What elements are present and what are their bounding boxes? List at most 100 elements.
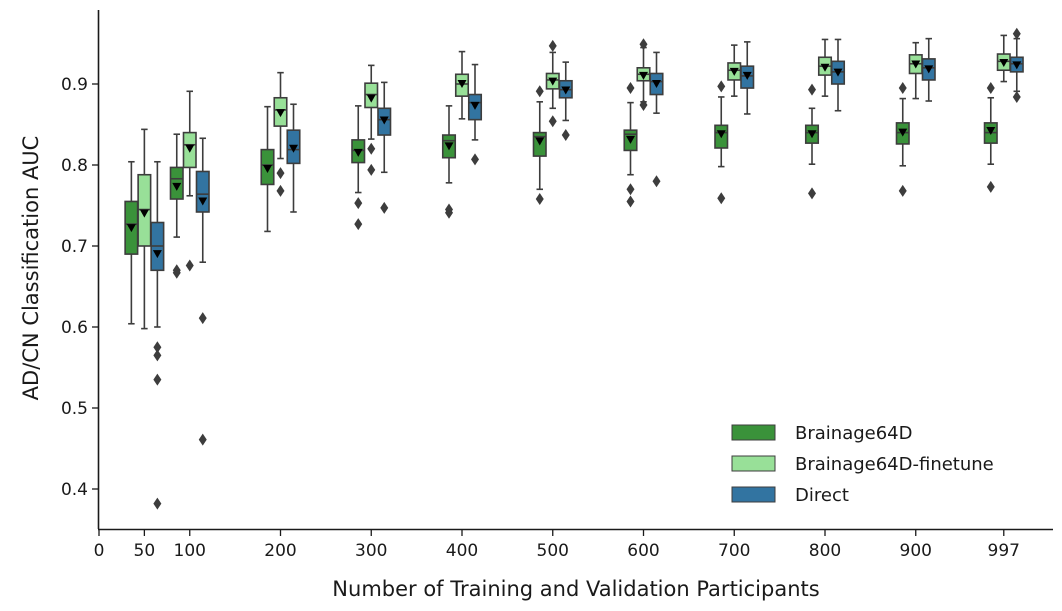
mean-marker — [185, 144, 195, 153]
mean-marker — [444, 142, 454, 151]
x-tick-label: 700 — [718, 541, 750, 561]
series-brainage64d — [124, 80, 998, 325]
outlier-point — [276, 184, 285, 197]
outlier-point — [639, 38, 648, 51]
mean-marker — [716, 130, 726, 139]
box-group — [150, 160, 165, 510]
box-group — [908, 41, 923, 100]
y-tick-label: 0.5 — [61, 399, 88, 419]
mean-marker — [626, 135, 635, 144]
outlier-point — [639, 99, 648, 112]
outlier-point — [185, 259, 194, 272]
legend-swatch — [731, 455, 776, 472]
mean-marker — [729, 67, 739, 76]
outlier-point — [561, 129, 570, 142]
box-group — [124, 160, 139, 325]
outlier-point — [548, 115, 557, 128]
outlier-point — [898, 82, 907, 95]
box-group — [649, 51, 664, 188]
box-group — [364, 64, 379, 176]
box-group — [921, 37, 936, 102]
outlier-point — [198, 433, 207, 446]
mean-marker — [639, 71, 648, 80]
series-direct — [150, 27, 1024, 510]
outlier-point — [808, 83, 816, 96]
outlier-point — [986, 82, 995, 95]
outlier-point — [445, 206, 453, 219]
box-group — [532, 85, 547, 206]
mean-marker — [924, 65, 934, 74]
box-group — [545, 39, 560, 128]
x-axis-title: Number of Training and Validation Partic… — [332, 577, 819, 601]
mean-marker — [379, 116, 389, 125]
box-group — [441, 105, 457, 219]
outlier-point — [471, 153, 479, 166]
mean-marker — [833, 68, 843, 77]
x-tick-label: 900 — [900, 541, 932, 561]
box-group — [714, 80, 729, 205]
y-tick-label: 0.7 — [61, 237, 88, 257]
y-tick-label: 0.9 — [61, 75, 88, 95]
outlier-point — [626, 195, 635, 208]
mean-marker — [986, 126, 996, 135]
outlier-point — [986, 180, 995, 193]
x-tick-label: 50 — [134, 541, 156, 561]
iqr-box — [195, 170, 210, 213]
mean-marker — [807, 130, 817, 139]
outlier-point — [198, 312, 207, 325]
x-tick-label: 400 — [446, 541, 478, 561]
box-group — [454, 50, 470, 120]
mean-marker — [353, 148, 363, 157]
box-group — [636, 38, 651, 112]
x-tick-label: 500 — [537, 541, 569, 561]
outlier-point — [808, 187, 816, 200]
outlier-point — [172, 264, 181, 277]
mean-marker — [561, 86, 571, 95]
x-tick-label: 200 — [264, 541, 296, 561]
legend: Brainage64D Brainage64D-finetune Direct — [731, 423, 994, 506]
legend-item: Direct — [731, 485, 849, 506]
outlier-point — [717, 192, 726, 205]
outlier-point — [626, 183, 635, 196]
box-group — [804, 83, 820, 200]
legend-label: Brainage64D-finetune — [795, 454, 994, 475]
plot-marks — [124, 27, 1024, 510]
y-tick-label: 0.8 — [61, 156, 88, 176]
outlier-point — [535, 193, 544, 206]
box-group — [377, 81, 392, 214]
box-group — [467, 63, 483, 166]
box-group — [169, 133, 184, 279]
outlier-point — [548, 39, 557, 52]
legend-item: Brainage64D — [731, 423, 912, 444]
box-group — [727, 44, 742, 97]
mean-marker — [152, 250, 162, 259]
mean-marker — [820, 63, 830, 72]
x-tick-label: 300 — [355, 541, 387, 561]
x-tick-label: 800 — [809, 541, 841, 561]
outlier-point — [652, 175, 661, 188]
box-group — [895, 82, 910, 197]
box-group — [558, 61, 573, 142]
y-tick-label: 0.4 — [61, 480, 88, 500]
outlier-point — [153, 373, 162, 386]
box-group — [182, 90, 197, 272]
mean-marker — [742, 71, 752, 80]
x-tick-label: 997 — [988, 541, 1020, 561]
outlier-point — [898, 184, 907, 197]
box-group — [273, 71, 288, 197]
box-group — [983, 82, 998, 193]
outlier-point — [367, 163, 376, 176]
outlier-point — [153, 497, 162, 510]
mean-marker — [457, 80, 467, 88]
mean-marker — [548, 77, 558, 86]
box-group — [286, 103, 301, 213]
outlier-point — [276, 167, 285, 180]
box-group — [740, 41, 755, 115]
mean-marker — [198, 197, 208, 206]
mean-marker — [1012, 61, 1022, 70]
legend-swatch — [731, 424, 776, 441]
outlier-point — [153, 341, 162, 354]
legend-item: Brainage64D-finetune — [731, 454, 994, 475]
series-brainage64d-finetune — [137, 34, 1011, 330]
